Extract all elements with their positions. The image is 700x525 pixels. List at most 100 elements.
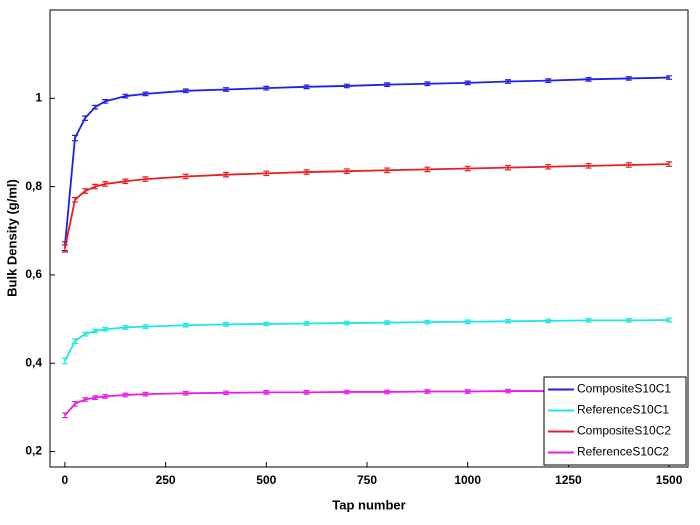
error-bar [71, 197, 78, 203]
error-bar [71, 401, 78, 407]
x-tick-label: 500 [256, 473, 276, 487]
error-bar [343, 83, 350, 89]
error-bar [263, 390, 270, 395]
error-bar [303, 321, 310, 326]
error-bar [545, 78, 552, 84]
legend-label: CompositeS10C1 [577, 382, 671, 396]
series-line [64, 319, 670, 362]
error-bar [545, 163, 552, 170]
error-bar [92, 395, 99, 401]
error-bar [182, 322, 189, 328]
error-bar [71, 134, 78, 142]
y-tick-label: 1 [35, 90, 42, 104]
error-bar [625, 162, 632, 168]
error-bar [384, 389, 391, 395]
legend-box [543, 376, 687, 466]
error-bar [343, 168, 350, 174]
error-bar [464, 165, 471, 172]
error-bar [92, 183, 99, 190]
x-axis-title: Tap number [332, 497, 405, 512]
error-bar [303, 390, 310, 395]
x-tick-label: 1250 [555, 473, 582, 487]
error-bar [263, 170, 270, 177]
error-bar [61, 412, 68, 419]
error-bar [384, 82, 391, 87]
y-tick-label: 0,4 [25, 355, 42, 369]
error-bar [384, 167, 391, 174]
error-bar [122, 178, 129, 185]
error-bar [223, 322, 230, 327]
error-bar [263, 321, 270, 327]
error-bar [666, 161, 673, 167]
error-bar [142, 91, 149, 97]
error-bar [223, 171, 230, 178]
error-bar [504, 164, 511, 171]
error-bar [223, 87, 230, 92]
error-bar [464, 80, 471, 86]
y-tick-label: 0,8 [25, 179, 42, 193]
error-bar [343, 320, 350, 326]
x-tick-label: 0 [62, 473, 69, 487]
error-bar [424, 81, 431, 87]
error-bar [424, 389, 431, 394]
error-bar [82, 331, 89, 337]
error-bar [142, 391, 149, 397]
error-bar [504, 388, 511, 394]
error-bar [142, 324, 149, 329]
y-tick-label: 0,2 [25, 444, 42, 458]
x-tick-label: 1500 [656, 473, 683, 487]
error-bar [585, 318, 592, 323]
error-bar [102, 326, 109, 332]
error-bar [92, 328, 99, 334]
error-bar [424, 166, 431, 173]
error-bar [585, 163, 592, 169]
error-bar [82, 188, 89, 194]
error-bar [142, 176, 149, 182]
error-bar [122, 93, 129, 99]
error-bar [82, 397, 89, 402]
error-bar [102, 393, 109, 399]
error-bar [666, 75, 673, 80]
error-bar [71, 338, 78, 344]
error-bar [122, 392, 129, 398]
legend-label: CompositeS10C2 [577, 424, 671, 438]
error-bar [263, 85, 270, 91]
error-bar [61, 357, 68, 365]
error-bar [102, 99, 109, 104]
error-bar [102, 181, 109, 187]
error-bar [384, 320, 391, 325]
error-bar [625, 318, 632, 323]
error-bar [545, 318, 552, 324]
error-bar [82, 115, 89, 121]
error-bar [464, 389, 471, 394]
series-line [64, 76, 670, 247]
error-bar [182, 173, 189, 180]
error-bar [122, 325, 129, 330]
plot-frame [49, 9, 689, 468]
error-bar [585, 76, 592, 82]
error-bar [343, 389, 350, 395]
x-tick-label: 250 [156, 473, 176, 487]
error-bar [625, 76, 632, 81]
error-bar [504, 79, 511, 84]
error-bar [182, 390, 189, 396]
error-bar [424, 319, 431, 325]
y-axis-title: Bulk Density (g/ml) [4, 179, 19, 297]
error-bar [666, 317, 673, 323]
error-bar [182, 88, 189, 94]
error-bar [223, 390, 230, 396]
error-bar [303, 169, 310, 175]
error-bar [504, 318, 511, 324]
legend-label: ReferenceS10C2 [577, 445, 669, 459]
error-bar [92, 104, 99, 110]
series-line [64, 389, 670, 416]
x-tick-label: 1000 [454, 473, 481, 487]
error-bar [464, 319, 471, 325]
y-tick-label: 0,6 [25, 267, 42, 281]
error-bar [303, 84, 310, 90]
error-bar [61, 244, 68, 253]
legend-label: ReferenceS10C1 [577, 403, 669, 417]
x-tick-label: 750 [357, 473, 377, 487]
